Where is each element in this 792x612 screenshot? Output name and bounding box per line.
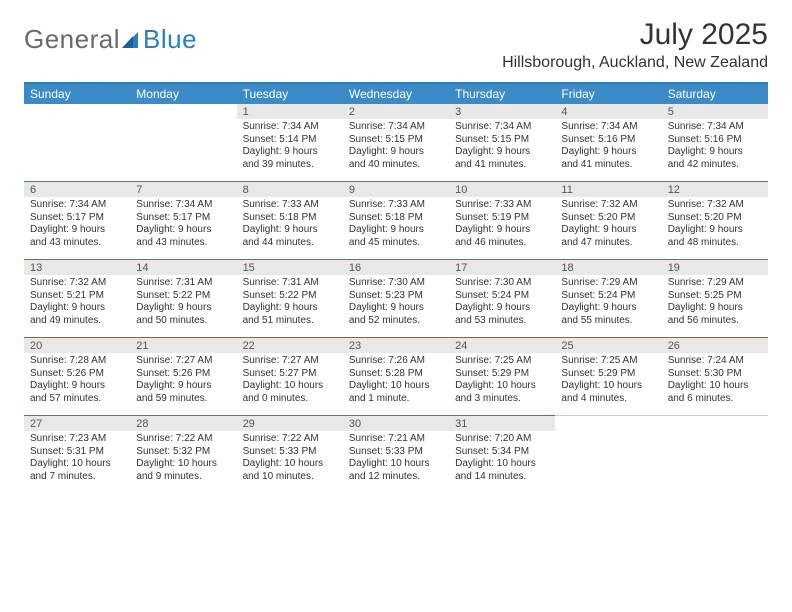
- info-cell: Sunrise: 7:27 AMSunset: 5:26 PMDaylight:…: [130, 353, 236, 416]
- date-cell: 3: [449, 104, 555, 119]
- day-header-row: Sunday Monday Tuesday Wednesday Thursday…: [24, 83, 768, 104]
- info-cell: Sunrise: 7:34 AMSunset: 5:15 PMDaylight:…: [449, 119, 555, 182]
- date-cell: 23: [343, 338, 449, 354]
- date-row: 20212223242526: [24, 338, 768, 354]
- date-cell: 5: [662, 104, 768, 119]
- info-cell: Sunrise: 7:33 AMSunset: 5:19 PMDaylight:…: [449, 197, 555, 260]
- logo-sail-icon: [122, 30, 142, 53]
- info-cell: Sunrise: 7:29 AMSunset: 5:25 PMDaylight:…: [662, 275, 768, 338]
- info-cell: Sunrise: 7:34 AMSunset: 5:17 PMDaylight:…: [24, 197, 130, 260]
- info-cell: Sunrise: 7:29 AMSunset: 5:24 PMDaylight:…: [555, 275, 661, 338]
- info-cell: Sunrise: 7:30 AMSunset: 5:24 PMDaylight:…: [449, 275, 555, 338]
- info-cell: [130, 119, 236, 182]
- info-cell: Sunrise: 7:22 AMSunset: 5:33 PMDaylight:…: [237, 431, 343, 493]
- info-cell: [555, 431, 661, 493]
- date-cell: 2: [343, 104, 449, 119]
- date-cell: 28: [130, 416, 236, 432]
- logo: General Blue: [24, 24, 197, 55]
- date-cell: 27: [24, 416, 130, 432]
- day-header: Friday: [555, 83, 661, 104]
- date-cell: [662, 416, 768, 432]
- date-cell: 1: [237, 104, 343, 119]
- info-cell: Sunrise: 7:23 AMSunset: 5:31 PMDaylight:…: [24, 431, 130, 493]
- day-header: Sunday: [24, 83, 130, 104]
- date-cell: [130, 104, 236, 119]
- info-cell: Sunrise: 7:33 AMSunset: 5:18 PMDaylight:…: [237, 197, 343, 260]
- info-cell: Sunrise: 7:32 AMSunset: 5:20 PMDaylight:…: [662, 197, 768, 260]
- date-cell: 18: [555, 260, 661, 276]
- day-header: Monday: [130, 83, 236, 104]
- date-cell: 12: [662, 182, 768, 198]
- day-header: Thursday: [449, 83, 555, 104]
- info-cell: Sunrise: 7:30 AMSunset: 5:23 PMDaylight:…: [343, 275, 449, 338]
- date-row: 6789101112: [24, 182, 768, 198]
- date-cell: 15: [237, 260, 343, 276]
- date-cell: 10: [449, 182, 555, 198]
- info-cell: Sunrise: 7:21 AMSunset: 5:33 PMDaylight:…: [343, 431, 449, 493]
- date-cell: 19: [662, 260, 768, 276]
- info-cell: Sunrise: 7:20 AMSunset: 5:34 PMDaylight:…: [449, 431, 555, 493]
- info-cell: Sunrise: 7:27 AMSunset: 5:27 PMDaylight:…: [237, 353, 343, 416]
- date-cell: 8: [237, 182, 343, 198]
- info-cell: Sunrise: 7:31 AMSunset: 5:22 PMDaylight:…: [130, 275, 236, 338]
- calendar-body: 12345Sunrise: 7:34 AMSunset: 5:14 PMDayl…: [24, 104, 768, 493]
- info-row: Sunrise: 7:28 AMSunset: 5:26 PMDaylight:…: [24, 353, 768, 416]
- date-cell: 21: [130, 338, 236, 354]
- info-cell: Sunrise: 7:32 AMSunset: 5:20 PMDaylight:…: [555, 197, 661, 260]
- info-row: Sunrise: 7:34 AMSunset: 5:14 PMDaylight:…: [24, 119, 768, 182]
- date-cell: 30: [343, 416, 449, 432]
- date-cell: 13: [24, 260, 130, 276]
- info-cell: Sunrise: 7:31 AMSunset: 5:22 PMDaylight:…: [237, 275, 343, 338]
- date-cell: [24, 104, 130, 119]
- date-cell: 4: [555, 104, 661, 119]
- date-cell: [555, 416, 661, 432]
- date-cell: 9: [343, 182, 449, 198]
- date-cell: 29: [237, 416, 343, 432]
- info-row: Sunrise: 7:23 AMSunset: 5:31 PMDaylight:…: [24, 431, 768, 493]
- info-cell: Sunrise: 7:22 AMSunset: 5:32 PMDaylight:…: [130, 431, 236, 493]
- date-cell: 26: [662, 338, 768, 354]
- date-row: 13141516171819: [24, 260, 768, 276]
- info-cell: [24, 119, 130, 182]
- day-header: Saturday: [662, 83, 768, 104]
- info-cell: Sunrise: 7:25 AMSunset: 5:29 PMDaylight:…: [449, 353, 555, 416]
- day-header: Tuesday: [237, 83, 343, 104]
- info-row: Sunrise: 7:34 AMSunset: 5:17 PMDaylight:…: [24, 197, 768, 260]
- date-cell: 7: [130, 182, 236, 198]
- date-cell: 22: [237, 338, 343, 354]
- info-cell: Sunrise: 7:24 AMSunset: 5:30 PMDaylight:…: [662, 353, 768, 416]
- date-row: 2728293031: [24, 416, 768, 432]
- day-header: Wednesday: [343, 83, 449, 104]
- info-cell: Sunrise: 7:33 AMSunset: 5:18 PMDaylight:…: [343, 197, 449, 260]
- date-cell: 11: [555, 182, 661, 198]
- info-row: Sunrise: 7:32 AMSunset: 5:21 PMDaylight:…: [24, 275, 768, 338]
- month-title: July 2025: [502, 18, 768, 52]
- info-cell: Sunrise: 7:34 AMSunset: 5:16 PMDaylight:…: [662, 119, 768, 182]
- date-cell: 25: [555, 338, 661, 354]
- date-cell: 20: [24, 338, 130, 354]
- date-cell: 6: [24, 182, 130, 198]
- info-cell: Sunrise: 7:26 AMSunset: 5:28 PMDaylight:…: [343, 353, 449, 416]
- info-cell: Sunrise: 7:34 AMSunset: 5:17 PMDaylight:…: [130, 197, 236, 260]
- info-cell: Sunrise: 7:34 AMSunset: 5:16 PMDaylight:…: [555, 119, 661, 182]
- title-block: July 2025 Hillsborough, Auckland, New Ze…: [502, 18, 768, 78]
- location-text: Hillsborough, Auckland, New Zealand: [502, 54, 768, 72]
- info-cell: [662, 431, 768, 493]
- date-cell: 17: [449, 260, 555, 276]
- calendar-table: Sunday Monday Tuesday Wednesday Thursday…: [24, 82, 768, 493]
- date-cell: 24: [449, 338, 555, 354]
- date-cell: 14: [130, 260, 236, 276]
- logo-text-blue: Blue: [143, 24, 197, 55]
- info-cell: Sunrise: 7:28 AMSunset: 5:26 PMDaylight:…: [24, 353, 130, 416]
- top-header: General Blue July 2025 Hillsborough, Auc…: [24, 18, 768, 78]
- logo-text-general: General: [24, 24, 120, 55]
- date-row: 12345: [24, 104, 768, 119]
- info-cell: Sunrise: 7:34 AMSunset: 5:15 PMDaylight:…: [343, 119, 449, 182]
- info-cell: Sunrise: 7:25 AMSunset: 5:29 PMDaylight:…: [555, 353, 661, 416]
- date-cell: 31: [449, 416, 555, 432]
- date-cell: 16: [343, 260, 449, 276]
- info-cell: Sunrise: 7:32 AMSunset: 5:21 PMDaylight:…: [24, 275, 130, 338]
- info-cell: Sunrise: 7:34 AMSunset: 5:14 PMDaylight:…: [237, 119, 343, 182]
